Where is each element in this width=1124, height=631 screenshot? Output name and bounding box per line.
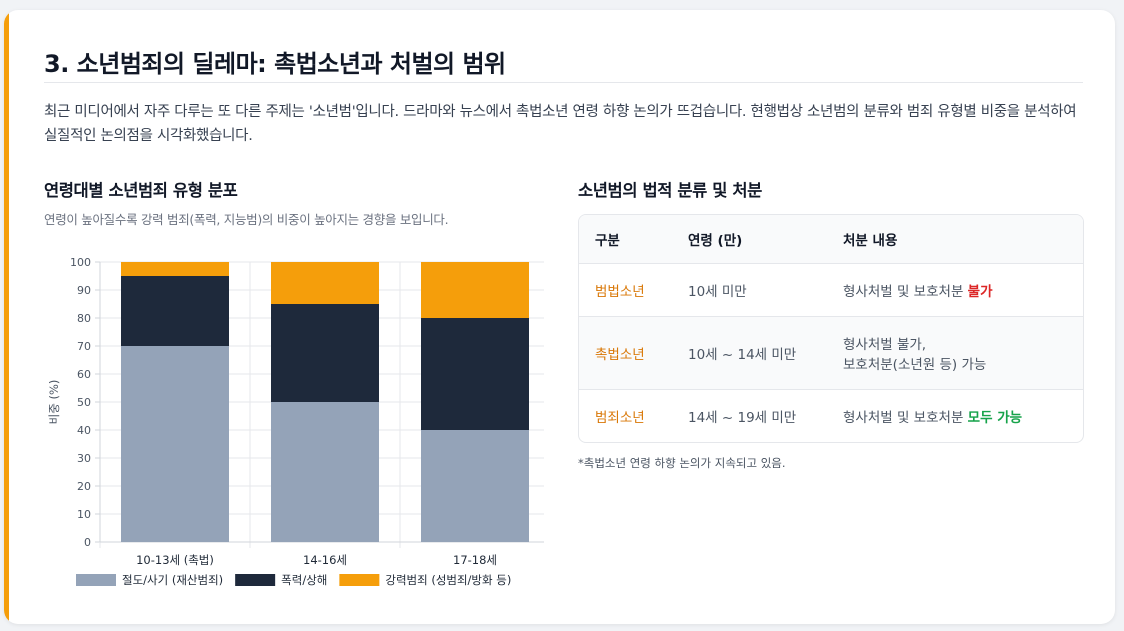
disposition-text: 형사처벌 및 보호처분 <box>843 284 964 300</box>
header-disposition: 처분 내용 <box>827 215 1083 264</box>
row-disposition: 형사처벌 불가, 보호처분(소년원 등) 가능 <box>827 316 1083 390</box>
row-age: 10세 미만 <box>672 263 827 317</box>
y-tick-label: 30 <box>77 452 91 465</box>
title-divider <box>44 82 1083 83</box>
x-tick-label: 10-13세 (촉법) <box>136 553 214 567</box>
y-tick-label: 70 <box>77 340 91 353</box>
chart-title: 연령대별 소년범죄 유형 분포 <box>44 181 238 200</box>
legend-label: 강력범죄 (성범죄/방화 등) <box>385 573 511 587</box>
y-tick-label: 40 <box>77 424 91 437</box>
row-age: 10세 ~ 14세 미만 <box>672 316 827 390</box>
table-header-row: 구분 연령 (만) 처분 내용 <box>579 215 1083 264</box>
bar-segment <box>271 262 379 304</box>
header-category: 구분 <box>579 215 672 264</box>
table-title: 소년범의 법적 분류 및 처분 <box>578 181 762 200</box>
chart-subtitle: 연령이 높아질수록 강력 범죄(폭력, 지능범)의 비중이 높아지는 경향을 보… <box>44 212 449 227</box>
y-tick-label: 10 <box>77 508 91 521</box>
row-age: 14세 ~ 19세 미만 <box>688 410 797 426</box>
disposition-emphasis: 불가 <box>967 284 993 300</box>
bar-segment <box>121 262 229 276</box>
bar-segment <box>421 262 529 318</box>
bar-segment <box>271 402 379 542</box>
disposition-line-1: 형사처벌 불가, <box>843 337 927 353</box>
table-footnote: *촉법소년 연령 하향 논의가 지속되고 있음. <box>578 456 786 470</box>
bar-segment <box>121 276 229 346</box>
legend-swatch <box>339 574 380 586</box>
section-card: 3. 소년범죄의 딜레마: 촉법소년과 처벌의 범위 최근 미디어에서 자주 다… <box>4 10 1115 624</box>
disposition-text: 형사처벌 및 보호처분 <box>843 410 964 426</box>
y-tick-label: 20 <box>77 480 91 493</box>
x-tick-label: 17-18세 <box>453 553 497 567</box>
header-age: 연령 (만) <box>672 215 827 264</box>
row-category: 촉법소년 <box>579 316 672 390</box>
legend-swatch <box>76 574 116 586</box>
disposition-emphasis: 모두 가능 <box>967 410 1023 426</box>
y-tick-label: 50 <box>77 396 91 409</box>
row-disposition: 형사처벌 및 보호처분 모두 가능 <box>827 390 1083 443</box>
y-tick-label: 100 <box>70 256 91 269</box>
row-category: 범죄소년 <box>595 410 645 426</box>
y-tick-label: 0 <box>84 536 91 549</box>
table-row: 범법소년 10세 미만 형사처벌 및 보호처분 불가 <box>579 263 1083 317</box>
table-row: 촉법소년 10세 ~ 14세 미만 형사처벌 불가, 보호처분(소년원 등) 가능 <box>579 316 1083 390</box>
disposition-line-2: 보호처분(소년원 등) 가능 <box>843 357 987 373</box>
bar-segment <box>421 430 529 542</box>
y-tick-label: 60 <box>77 368 91 381</box>
x-tick-label: 14-16세 <box>303 553 347 567</box>
y-tick-label: 90 <box>77 284 91 297</box>
row-disposition: 형사처벌 및 보호처분 불가 <box>827 263 1083 317</box>
bar-segment <box>421 318 529 430</box>
legend-label: 폭력/상해 <box>281 573 327 587</box>
stacked-bar-chart: 0 10 20 30 40 50 60 70 80 90 100 10-13세 (촉법) 14-16세 1… <box>47 256 544 587</box>
y-axis-label: 비중 (%) <box>47 380 61 425</box>
row-category: 범법소년 <box>579 263 672 317</box>
accent-bar <box>4 10 9 624</box>
table-row: 범죄소년 14세 ~ 19세 미만 형사처벌 및 보호처분 모두 가능 <box>579 390 1083 443</box>
legend-label: 절도/사기 (재산범죄) <box>122 573 223 587</box>
legend-swatch <box>235 574 276 586</box>
intro-paragraph: 최근 미디어에서 자주 다루는 또 다른 주제는 '소년범'입니다. 드라마와 … <box>44 104 1077 144</box>
y-tick-label: 80 <box>77 312 91 325</box>
section-title: 3. 소년범죄의 딜레마: 촉법소년과 처벌의 범위 <box>44 50 506 78</box>
classification-table: 구분 연령 (만) 처분 내용 범법소년 10세 미만 형사처벌 및 보호처분 … <box>578 214 1084 443</box>
bar-segment <box>121 346 229 542</box>
bar-segment <box>271 304 379 402</box>
